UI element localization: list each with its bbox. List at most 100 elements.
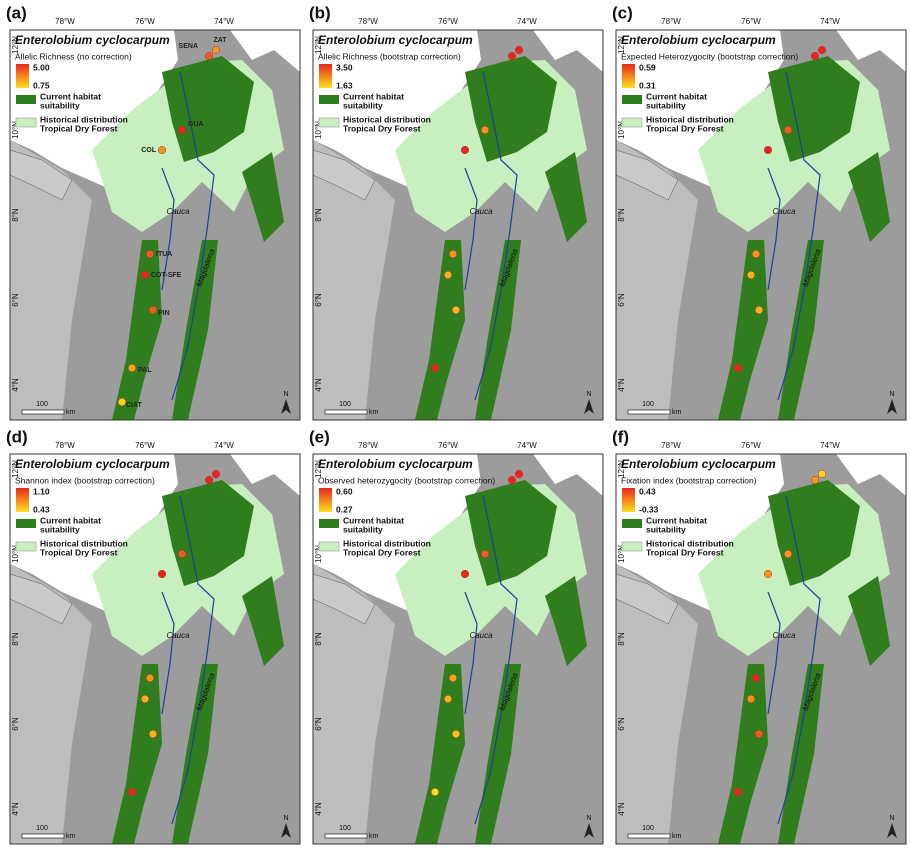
latitude-label: 6°N — [11, 717, 20, 731]
site-point — [431, 788, 439, 796]
site-point — [508, 52, 516, 60]
longitude-label: 74°W — [214, 441, 234, 450]
site-point — [118, 398, 126, 406]
site-point — [452, 306, 460, 314]
legend-max: 0.59 — [639, 62, 656, 72]
scale-value: 100 — [642, 401, 654, 408]
site-label: CIAT — [126, 402, 143, 409]
latitude-label: 4°N — [617, 378, 626, 392]
map-panel: (d)78°W76°W74°W12°N10°N8°N6°N4°NEnterolo… — [6, 427, 300, 844]
legend-habitat: suitability — [646, 524, 686, 534]
site-point — [784, 550, 792, 558]
site-point — [481, 550, 489, 558]
legend-historical-swatch — [16, 118, 36, 127]
latitude-label: 8°N — [11, 208, 20, 222]
site-point — [811, 476, 819, 484]
longitude-label: 76°W — [438, 17, 458, 26]
legend-min: 0.75 — [33, 80, 50, 90]
legend-gradient — [622, 64, 635, 88]
site-label: ZAT — [213, 37, 227, 44]
metric-name: Allelic Richness (bootstrap correction) — [318, 51, 461, 61]
site-point — [431, 364, 439, 372]
site-point — [461, 146, 469, 154]
longitude-label: 78°W — [661, 17, 681, 26]
species-name: Enterolobium cyclocarpum — [318, 457, 473, 471]
legend-max: 5.00 — [33, 62, 50, 72]
panel-label: (d) — [6, 427, 28, 446]
site-point — [449, 674, 457, 682]
site-label: GUA — [188, 121, 204, 128]
map-panel: (e)78°W76°W74°W12°N10°N8°N6°N4°NEnterolo… — [309, 427, 603, 844]
species-name: Enterolobium cyclocarpum — [15, 33, 170, 47]
longitude-label: 76°W — [135, 441, 155, 450]
species-name: Enterolobium cyclocarpum — [621, 33, 776, 47]
species-name: Enterolobium cyclocarpum — [621, 457, 776, 471]
metric-name: Shannon index (bootstrap correction) — [15, 475, 155, 485]
site-point — [212, 470, 220, 478]
legend-historical-swatch — [622, 118, 642, 127]
legend-historical: Tropical Dry Forest — [40, 547, 118, 557]
latitude-label: 6°N — [617, 717, 626, 731]
longitude-label: 78°W — [55, 441, 75, 450]
longitude-label: 74°W — [517, 441, 537, 450]
site-point — [734, 788, 742, 796]
site-label: PAL — [138, 367, 152, 374]
legend-habitat-swatch — [622, 519, 642, 528]
site-point — [178, 550, 186, 558]
legend-historical-swatch — [622, 542, 642, 551]
legend-gradient — [319, 488, 332, 512]
legend-habitat: suitability — [343, 100, 383, 110]
site-point — [205, 476, 213, 484]
legend-min: 0.27 — [336, 504, 353, 514]
latitude-label: 8°N — [314, 632, 323, 646]
scale-bar — [628, 410, 670, 414]
scale-unit: km — [369, 409, 379, 416]
scale-value: 100 — [642, 825, 654, 832]
site-point — [205, 52, 213, 60]
scale-unit: km — [66, 409, 76, 416]
site-point — [444, 695, 452, 703]
latitude-label: 8°N — [617, 208, 626, 222]
site-point — [764, 146, 772, 154]
longitude-label: 74°W — [820, 441, 840, 450]
site-label: ITUA — [156, 251, 172, 258]
longitude-label: 74°W — [820, 17, 840, 26]
latitude-label: 6°N — [314, 717, 323, 731]
site-point — [128, 364, 136, 372]
scale-bar — [325, 834, 367, 838]
map-panel: (c)78°W76°W74°W12°N10°N8°N6°N4°NEnterolo… — [612, 3, 906, 420]
latitude-label: 6°N — [314, 293, 323, 307]
north-label: N — [889, 815, 894, 822]
longitude-label: 78°W — [661, 441, 681, 450]
longitude-label: 76°W — [438, 441, 458, 450]
longitude-label: 76°W — [741, 17, 761, 26]
map-panel: (a)78°W76°W74°W12°N10°N8°N6°N4°NEnterolo… — [6, 3, 300, 420]
longitude-label: 78°W — [358, 441, 378, 450]
longitude-label: 78°W — [358, 17, 378, 26]
river-label: Cauca — [469, 631, 493, 640]
panel-label: (b) — [309, 3, 331, 22]
legend-historical: Tropical Dry Forest — [343, 547, 421, 557]
legend-habitat: suitability — [40, 524, 80, 534]
metric-name: Allelic Richness (no correction) — [15, 51, 132, 61]
site-point — [149, 306, 157, 314]
map-panel: (b)78°W76°W74°W12°N10°N8°N6°N4°NEnterolo… — [309, 3, 603, 420]
metric-name: Observed heterozygocity (bootstrap corre… — [318, 475, 495, 485]
scale-value: 100 — [339, 401, 351, 408]
site-point — [149, 730, 157, 738]
longitude-label: 78°W — [55, 17, 75, 26]
legend-habitat-swatch — [16, 519, 36, 528]
north-label: N — [283, 815, 288, 822]
river-label: Cauca — [166, 631, 190, 640]
north-label: N — [586, 815, 591, 822]
site-point — [515, 470, 523, 478]
site-point — [784, 126, 792, 134]
scale-bar — [628, 834, 670, 838]
scale-unit: km — [66, 833, 76, 840]
site-point — [128, 788, 136, 796]
legend-habitat-swatch — [622, 95, 642, 104]
metric-name: Fixation index (bootstrap correction) — [621, 475, 757, 485]
north-label: N — [889, 391, 894, 398]
legend-habitat-swatch — [319, 519, 339, 528]
legend-habitat: suitability — [40, 100, 80, 110]
